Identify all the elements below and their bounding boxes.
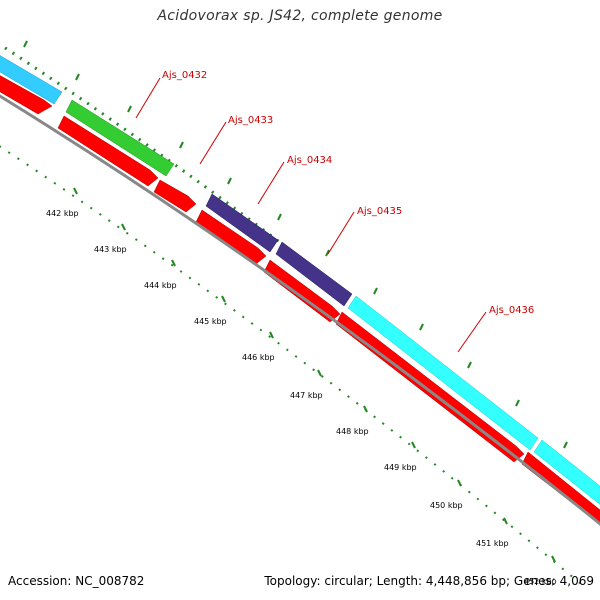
tick-label-kbp: 449 kbp xyxy=(384,463,417,472)
outer-major-tick xyxy=(419,323,424,331)
callout-line-ajs-0433 xyxy=(199,121,227,165)
gene-label-ajs-0434: Ajs_0434 xyxy=(287,155,332,166)
outer-major-ticks xyxy=(23,40,568,449)
map-title: Acidovorax sp. JS42, complete genome xyxy=(157,8,443,24)
callout-line-ajs-0434 xyxy=(257,161,285,205)
inner-major-tick xyxy=(121,223,126,231)
cds-arrow-ajs-0433 xyxy=(153,179,197,213)
feature-bar-cog-cyan-next xyxy=(533,439,600,505)
inner-major-tick xyxy=(363,405,368,413)
outer-major-tick xyxy=(179,141,184,149)
tick-label-kbp: 443 kbp xyxy=(94,245,127,254)
inner-major-ticks xyxy=(73,187,556,563)
feature-bar-ajs-0436 xyxy=(347,295,539,451)
tick-label-kbp: 450 kbp xyxy=(430,501,463,510)
inner-major-tick xyxy=(411,441,416,449)
cds-arrow-prev xyxy=(0,75,53,115)
outer-major-tick xyxy=(515,399,520,407)
callout-line-ajs-0435 xyxy=(327,211,355,255)
gene-label-ajs-0436: Ajs_0436 xyxy=(489,305,534,316)
kbp-tick-labels: 442 kbp 443 kbp 444 kbp 445 kbp 446 kbp 447 k… xyxy=(46,209,557,586)
outer-major-tick xyxy=(325,249,330,257)
feature-bar-ajs-0434 xyxy=(205,193,279,253)
tick-label-kbp: 445 kbp xyxy=(194,317,227,326)
feature-bar-cog-light-blue xyxy=(0,55,63,105)
gene-label-ajs-0435: Ajs_0435 xyxy=(357,206,402,217)
outer-major-tick xyxy=(373,287,378,295)
accession-text: Accession: NC_008782 xyxy=(8,574,145,588)
outer-major-tick xyxy=(227,177,232,185)
inner-major-tick xyxy=(551,555,556,563)
inner-major-tick xyxy=(269,331,274,339)
inner-major-tick xyxy=(73,187,78,195)
outer-major-tick xyxy=(467,361,472,369)
tick-label-kbp: 442 kbp xyxy=(46,209,79,218)
inner-major-tick xyxy=(221,295,226,303)
feature-bar-ajs-0432 xyxy=(65,99,175,177)
tick-label-kbp: 447 kbp xyxy=(290,391,323,400)
genome-summary-text: Topology: circular; Length: 4,448,856 bp… xyxy=(264,574,594,588)
tick-label-kbp: 452 kbp xyxy=(524,577,557,586)
inner-major-tick xyxy=(503,517,508,525)
gene-label-ajs-0432: Ajs_0432 xyxy=(162,70,207,81)
tick-label-kbp: 451 kbp xyxy=(476,539,509,548)
outer-major-tick xyxy=(23,40,28,48)
tick-label-kbp: 444 kbp xyxy=(144,281,177,290)
outer-major-tick xyxy=(75,73,80,81)
cds-arrow-ajs-0432 xyxy=(57,115,159,187)
tick-label-kbp: 446 kbp xyxy=(242,353,275,362)
cds-arrow-ajs-0434 xyxy=(195,209,267,265)
inner-major-tick xyxy=(317,369,322,377)
tick-label-kbp: 448 kbp xyxy=(336,427,369,436)
callout-line-ajs-0432 xyxy=(135,77,161,119)
inner-major-tick xyxy=(457,479,462,487)
inner-tick-ring xyxy=(0,145,588,588)
outer-major-tick xyxy=(277,213,282,221)
gene-label-ajs-0433: Ajs_0433 xyxy=(228,115,273,126)
outer-major-tick xyxy=(563,441,568,449)
callout-line-ajs-0436 xyxy=(457,311,487,353)
cds-arrow-ajs-0436 xyxy=(335,311,525,463)
feature-bar-ajs-0435 xyxy=(275,241,353,307)
genome-backbone xyxy=(0,94,600,526)
inner-major-tick xyxy=(171,259,176,267)
outer-major-tick xyxy=(127,105,132,113)
